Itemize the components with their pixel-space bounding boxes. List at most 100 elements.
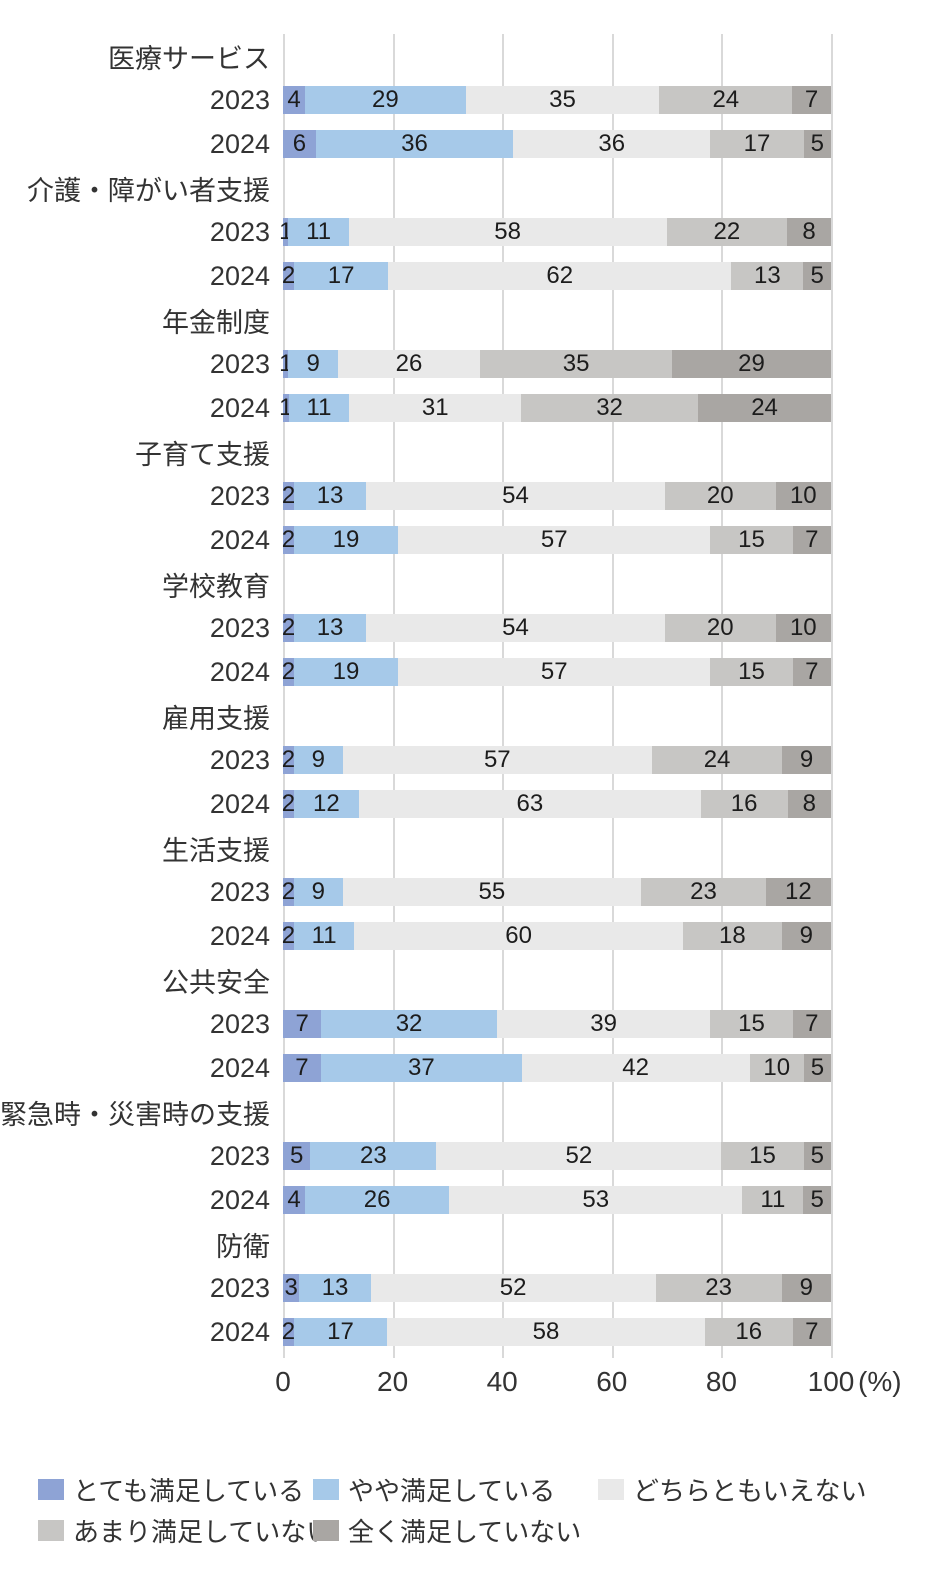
bar-row: 2024 2 17 62 13 5 <box>0 254 926 298</box>
segment-value-label: 10 <box>789 482 817 509</box>
segment-value-label: 31 <box>421 394 449 421</box>
bar-row: 2023 5 23 52 15 5 <box>0 1134 926 1178</box>
segment-value-label: 5 <box>290 1142 304 1169</box>
segment-neither: 57 <box>398 526 711 554</box>
segment-somewhat-satisfied: 11 <box>293 922 355 950</box>
segment-not-very-satisfied: 35 <box>480 350 673 378</box>
segment-somewhat-satisfied: 11 <box>288 218 349 246</box>
segment-neither: 54 <box>366 614 665 642</box>
segment-value-label: 5 <box>810 262 824 289</box>
bar-row: 2023 2 13 54 20 10 <box>0 606 926 650</box>
segment-not-very-satisfied: 15 <box>721 1142 804 1170</box>
stacked-bar: 2 12 63 16 8 <box>282 790 831 818</box>
segment-value-label: 11 <box>311 922 337 949</box>
segment-value-label: 2 <box>281 482 296 509</box>
segment-value-label: 36 <box>598 130 626 157</box>
segment-value-label: 16 <box>730 790 758 817</box>
stacked-bar: 2 9 57 24 9 <box>281 746 831 774</box>
bar-row: 2024 2 11 60 18 9 <box>0 914 926 958</box>
segment-very-satisfied: 3 <box>283 1274 300 1302</box>
segment-value-label: 24 <box>703 746 731 773</box>
segment-value-label: 13 <box>316 614 344 641</box>
segment-not-very-satisfied: 32 <box>521 394 699 422</box>
segment-value-label: 23 <box>690 878 717 905</box>
segment-not-very-satisfied: 17 <box>710 130 804 158</box>
segment-not-very-satisfied: 24 <box>659 86 793 114</box>
segment-not-very-satisfied: 18 <box>683 922 782 950</box>
segment-value-label: 5 <box>810 1054 825 1081</box>
segment-value-label: 4 <box>287 1186 301 1213</box>
segment-value-label: 19 <box>332 526 360 553</box>
gridline-0 <box>283 34 285 1358</box>
segment-neither: 53 <box>449 1186 743 1214</box>
segment-value-label: 26 <box>395 350 423 377</box>
segment-value-label: 2 <box>281 1318 296 1345</box>
segment-value-label: 8 <box>802 218 816 245</box>
segment-value-label: 2 <box>281 878 296 905</box>
segment-very-satisfied: 2 <box>281 482 296 510</box>
bar-row: 2024 2 19 57 15 7 <box>0 650 926 694</box>
category-label: 子育て支援 <box>135 439 270 470</box>
segment-value-label: 5 <box>810 1186 824 1213</box>
segment-value-label: 15 <box>738 1010 765 1037</box>
segment-not-at-all-satisfied: 7 <box>792 658 831 686</box>
segment-somewhat-satisfied: 13 <box>294 614 367 642</box>
segment-value-label: 13 <box>753 262 781 289</box>
stacked-bar: 7 32 39 15 7 <box>283 1010 831 1038</box>
gridline-40 <box>502 34 505 1358</box>
segment-very-satisfied: 7 <box>283 1010 322 1038</box>
category-row: 学校教育 <box>0 562 926 606</box>
segment-value-label: 15 <box>749 1142 776 1169</box>
segment-not-very-satisfied: 15 <box>710 658 793 686</box>
segment-value-label: 20 <box>706 482 734 509</box>
segment-value-label: 63 <box>516 790 544 817</box>
stacked-bar: 6 36 36 17 5 <box>283 130 831 158</box>
segment-value-label: 9 <box>799 922 813 949</box>
axis-unit-label: (%) <box>858 1366 902 1397</box>
category-label: 防衛 <box>216 1231 270 1262</box>
segment-neither: 57 <box>398 658 711 686</box>
legend-swatch-icon <box>598 1478 624 1500</box>
segment-value-label: 15 <box>738 526 765 553</box>
segment-value-label: 35 <box>562 350 590 377</box>
legend-item-not-very-satisfied: あまり満足していない <box>38 1515 332 1547</box>
segment-value-label: 8 <box>802 790 816 817</box>
segment-neither: 26 <box>337 350 481 378</box>
segment-value-label: 32 <box>395 1010 423 1037</box>
gridline-80 <box>721 34 724 1358</box>
x-axis: (%) 0 20 40 60 80 100 <box>0 1366 926 1402</box>
segment-value-label: 11 <box>760 1186 786 1213</box>
segment-somewhat-satisfied: 9 <box>288 350 338 378</box>
stacked-bar: 2 11 60 18 9 <box>282 922 831 950</box>
bar-row: 2023 4 29 35 24 7 <box>0 78 926 122</box>
stacked-bar: 2 17 58 16 7 <box>281 1318 831 1346</box>
segment-not-very-satisfied: 11 <box>742 1186 804 1214</box>
bar-rows-container: 医療サービス 2023 4 29 35 24 7 2024 6 36 36 17 5 介護・障がい者支援 2… <box>0 34 926 1354</box>
segment-value-label: 2 <box>281 526 296 553</box>
segment-not-at-all-satisfied: 8 <box>787 790 831 818</box>
segment-value-label: 5 <box>810 1142 824 1169</box>
segment-value-label: 2 <box>281 746 296 773</box>
segment-not-very-satisfied: 20 <box>664 614 776 642</box>
segment-value-label: 15 <box>738 658 765 685</box>
bar-row: 2023 1 11 58 22 8 <box>0 210 926 254</box>
segment-somewhat-satisfied: 19 <box>293 658 399 686</box>
segment-not-very-satisfied: 16 <box>704 1318 793 1346</box>
segment-value-label: 29 <box>372 86 399 113</box>
axis-tick-label: 0 <box>275 1366 291 1397</box>
segment-not-at-all-satisfied: 7 <box>792 86 831 114</box>
segment-very-satisfied: 2 <box>282 790 295 818</box>
stacked-bar: 4 29 35 24 7 <box>283 86 831 114</box>
category-row: 子育て支援 <box>0 430 926 474</box>
stacked-bar: 2 13 54 20 10 <box>282 614 831 642</box>
segment-value-label: 52 <box>499 1274 527 1301</box>
legend-item-very-satisfied: とても満足している <box>38 1474 304 1506</box>
year-label: 2023 <box>209 216 270 247</box>
stacked-bar: 1 9 26 35 29 <box>279 350 831 378</box>
segment-somewhat-satisfied: 9 <box>293 878 343 906</box>
segment-not-at-all-satisfied: 10 <box>775 614 831 642</box>
axis-tick-label: 40 <box>486 1366 518 1397</box>
segment-value-label: 9 <box>799 746 814 773</box>
year-label: 2023 <box>209 84 270 115</box>
segment-value-label: 11 <box>306 394 332 421</box>
